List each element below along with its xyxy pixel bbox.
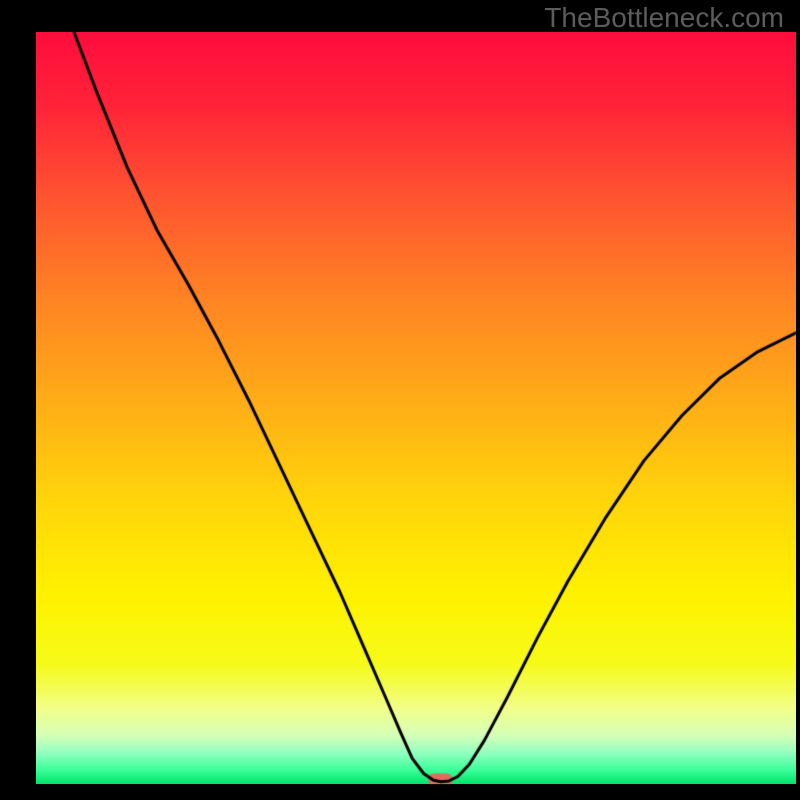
bottleneck-curve	[0, 0, 800, 800]
watermark-label: TheBottleneck.com	[544, 2, 784, 34]
